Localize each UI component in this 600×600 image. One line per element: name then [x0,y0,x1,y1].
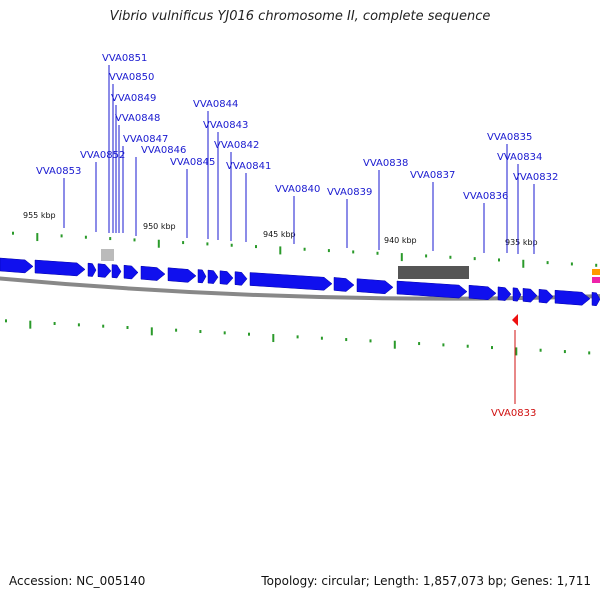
kbp-label: 940 kbp [384,236,417,245]
map-title: Vibrio vulnificus YJ016 chromosome II, c… [109,9,491,24]
kbp-label: 950 kbp [143,222,176,231]
gene-label-forward: VVA0839 [327,187,372,198]
gene-arrow-forward [396,280,468,299]
gene-arrow-forward [249,272,333,291]
gene-label-forward: VVA0845 [170,157,215,168]
gene-arrow-forward [87,262,97,277]
kbp-label: 945 kbp [263,230,296,239]
accession-text: Accession: NC_005140 [9,574,146,588]
gene-label-forward: VVA0852 [80,150,125,161]
gene-label-forward: VVA0847 [123,134,168,145]
gene-label-forward: VVA0853 [36,166,81,177]
gene-label-forward: VVA0835 [487,132,532,143]
gene-arrow-forward [554,289,591,306]
gene-label-forward: VVA0842 [214,140,259,151]
kbp-label: 955 kbp [23,211,56,220]
gene-arrow-forward [512,287,522,302]
gene-label-forward: VVA0846 [141,145,186,156]
gene-label-forward: VVA0841 [226,161,271,172]
gene-arrow-forward [234,271,248,286]
gene-arrow-forward [468,284,497,301]
gene-arrow-forward [0,257,34,274]
gene-label-forward: VVA0850 [109,72,154,83]
gene-arrow-forward [34,259,86,277]
orange-feature [592,269,600,275]
kbp-label: 935 kbp [505,238,538,247]
gene-label-forward: VVA0844 [193,99,238,110]
topology-text: Topology: circular; Length: 1,857,073 bp… [261,574,591,588]
gene-arrow-forward [333,277,355,292]
gene-arrow-forward [207,269,219,284]
gene-arrow-forward [123,264,139,280]
gene-arrow-forward [356,278,394,295]
gene-label-forward: VVA0848 [115,113,160,124]
gene-arrow-forward [591,292,600,307]
magenta-feature [592,277,600,283]
gene-arrow-forward [497,286,512,301]
gene-label-forward: VVA0837 [410,170,455,181]
gene-label-forward: VVA0832 [513,172,558,183]
backbone-line [0,276,600,301]
gene-label-forward: VVA0843 [203,120,248,131]
gene-arrow-forward [538,288,554,304]
gene-label-forward: VVA0834 [497,152,542,163]
gene-label-forward: VVA0849 [111,93,156,104]
gene-arrow-forward [140,265,166,281]
gene-arrow-forward [111,264,122,279]
gene-arrow-forward [167,267,197,283]
gene-arrow-forward [197,269,207,284]
grey-feature-large [398,266,469,279]
gene-label-forward: VVA0840 [275,184,320,195]
gene-label-forward: VVA0838 [363,158,408,169]
gene-label-forward: VVA0851 [102,53,147,64]
gene-arrow-forward [522,288,538,303]
gene-label-forward: VVA0836 [463,191,508,202]
gene-arrow-forward [97,263,112,278]
gene-label-reverse: VVA0833 [491,408,536,419]
gene-arrow-reverse [512,314,518,326]
gene-arrow-forward [219,270,234,285]
grey-feature-small [101,249,114,261]
